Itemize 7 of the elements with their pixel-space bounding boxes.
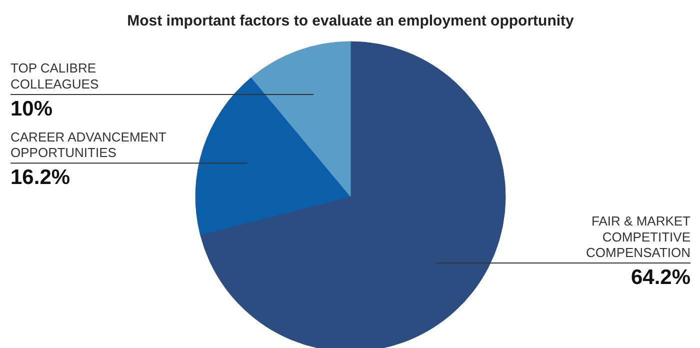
slice-label: TOP CALIBRE COLLEAGUES (10, 60, 99, 92)
slice-label: CAREER ADVANCEMENT OPPORTUNITIES (10, 129, 166, 160)
data-label: 64.2% (630, 266, 691, 290)
data-label: 16.2% (10, 166, 70, 190)
slice-label: FAIR & MARKET COMPETITIVE COMPENSATION (586, 214, 691, 260)
data-label: 10% (10, 97, 53, 120)
chart-title: Most important factors to evaluate an employment opportunity (127, 12, 575, 30)
